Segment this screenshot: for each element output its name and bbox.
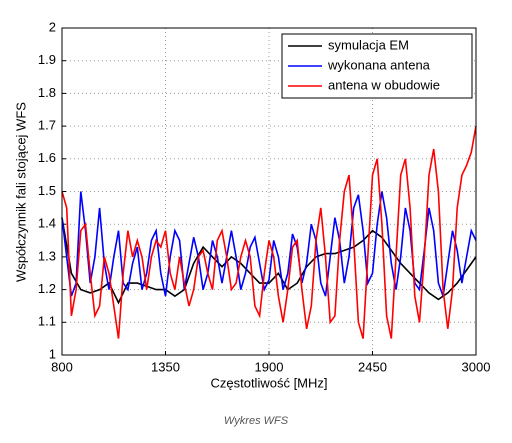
y-tick-label: 1.3	[38, 248, 56, 263]
legend-label: symulacja EM	[328, 37, 409, 52]
x-tick-label: 1900	[255, 359, 284, 374]
y-tick-label: 1.7	[38, 118, 56, 133]
x-tick-label: 2450	[358, 359, 387, 374]
x-axis-label: Częstotliwość [MHz]	[210, 375, 327, 390]
caption: Wykres WFS	[224, 415, 289, 427]
y-tick-label: 1.6	[38, 150, 56, 165]
legend-label: wykonana antena	[327, 57, 431, 72]
y-tick-label: 1.5	[38, 183, 56, 198]
y-tick-label: 1.9	[38, 52, 56, 67]
data-line	[61, 125, 477, 339]
plot-frame	[61, 27, 477, 356]
data-line	[61, 217, 477, 305]
y-tick-label: 1.4	[38, 216, 56, 231]
data-line	[61, 191, 477, 297]
x-tick-label: 800	[51, 359, 73, 374]
y-tick-label: 1.2	[38, 281, 56, 296]
y-tick-label: 1.8	[38, 85, 56, 100]
y-tick-label: 1	[49, 346, 56, 361]
x-tick-label: 3000	[462, 359, 491, 374]
y-axis-label: Współczynnik fali stojącej WFS	[13, 102, 28, 282]
y-tick-label: 2	[49, 19, 56, 34]
x-tick-label: 1350	[151, 359, 180, 374]
legend-label: antena w obudowie	[328, 77, 440, 92]
y-tick-label: 1.1	[38, 314, 56, 329]
